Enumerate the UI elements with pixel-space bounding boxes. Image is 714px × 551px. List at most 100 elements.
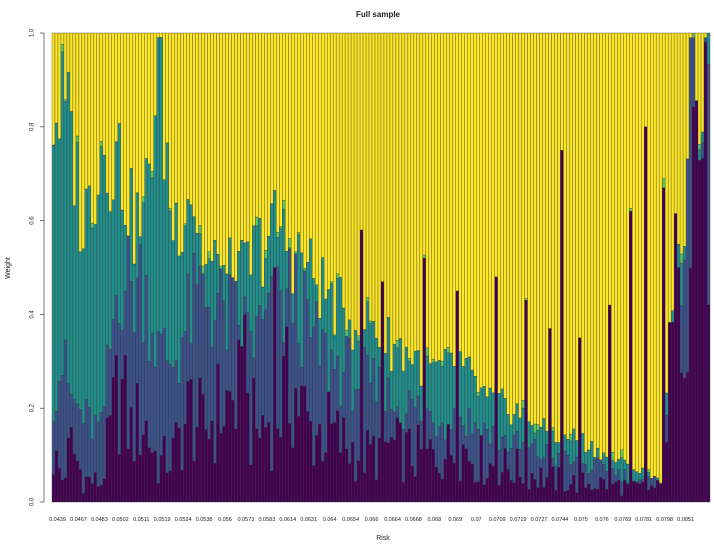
bar-stack [309, 33, 312, 502]
bar-segment-3 [534, 433, 537, 439]
bar-segment-3 [575, 440, 578, 456]
bar-segment-3 [647, 472, 650, 477]
bar-segment-1 [507, 469, 510, 502]
bar-segment-4 [441, 361, 444, 366]
bar-segment-4 [396, 340, 399, 348]
bar-segment-2 [653, 476, 656, 487]
bar-segment-3 [64, 102, 67, 340]
bar-segment-5 [184, 33, 187, 224]
bar-stack [507, 33, 510, 502]
bar-segment-2 [516, 431, 519, 449]
bar-segment-5 [578, 33, 581, 338]
bar-segment-5 [560, 33, 563, 150]
bar-segment-3 [563, 435, 566, 451]
bar-stack [202, 33, 205, 502]
bar-segment-1 [587, 484, 590, 502]
bar-segment-2 [279, 291, 282, 438]
bar-segment-5 [234, 33, 237, 281]
bar-segment-1 [426, 449, 429, 502]
bar-segment-3 [88, 186, 91, 407]
bar-segment-1 [264, 427, 267, 502]
bar-segment-2 [689, 38, 692, 268]
bar-segment-3 [240, 240, 243, 346]
bar-segment-5 [647, 33, 650, 470]
bar-segment-1 [680, 373, 683, 502]
bar-segment-5 [133, 33, 136, 264]
bar-stack [214, 33, 217, 502]
bar-stack [537, 33, 540, 502]
bar-segment-5 [644, 33, 647, 127]
bar-segment-5 [82, 33, 85, 249]
bar-segment-5 [557, 33, 560, 442]
bar-stack [381, 33, 384, 502]
bar-segment-3 [315, 285, 318, 302]
bar-segment-5 [378, 33, 381, 347]
bar-segment-1 [554, 490, 557, 502]
bar-segment-1 [465, 449, 468, 502]
bar-segment-1 [540, 468, 543, 502]
bar-stack [234, 33, 237, 502]
bar-segment-1 [602, 479, 605, 502]
bar-segment-2 [324, 333, 327, 452]
bar-segment-3 [399, 338, 402, 422]
bar-segment-1 [243, 314, 246, 502]
bar-segment-1 [240, 346, 243, 502]
bar-segment-3 [414, 351, 417, 408]
bar-segment-5 [270, 33, 273, 204]
bar-segment-2 [686, 159, 689, 373]
bar-segment-3 [617, 459, 620, 469]
bar-stack [264, 33, 267, 502]
bar-segment-5 [668, 33, 671, 322]
x-tick-label: 0.0781 [635, 517, 652, 523]
bar-segment-1 [318, 424, 321, 502]
bar-stack [701, 33, 704, 502]
bar-stack [474, 33, 477, 502]
bar-stack [543, 33, 546, 502]
bar-segment-2 [339, 406, 342, 452]
bar-segment-1 [528, 489, 531, 502]
x-tick-label: 0.0851 [677, 517, 694, 523]
bar-segment-1 [668, 322, 671, 502]
bar-segment-1 [237, 340, 240, 502]
bar-segment-3 [52, 145, 55, 421]
bar-segment-5 [390, 33, 393, 371]
bar-segment-3 [211, 261, 214, 347]
bar-stack [267, 33, 270, 502]
bar-stack [548, 33, 551, 502]
bar-segment-3 [222, 265, 225, 301]
bar-segment-5 [620, 33, 623, 450]
bar-segment-5 [351, 33, 354, 350]
bar-segment-1 [315, 435, 318, 502]
bar-stack [187, 33, 190, 502]
bar-segment-3 [507, 414, 510, 452]
bar-segment-1 [593, 488, 596, 502]
bar-segment-3 [270, 204, 273, 277]
bar-stack [124, 33, 127, 502]
bar-stack [551, 33, 554, 502]
bar-segment-5 [387, 33, 390, 317]
bar-segment-3 [516, 404, 519, 432]
bar-segment-5 [408, 33, 411, 358]
bar-segment-4 [61, 44, 64, 52]
bar-segment-1 [327, 392, 330, 502]
bar-segment-5 [584, 33, 587, 452]
bar-segment-5 [435, 33, 438, 362]
bar-segment-3 [363, 329, 366, 347]
bar-stack [399, 33, 402, 502]
bar-stack [417, 33, 420, 502]
bar-segment-1 [267, 422, 270, 502]
bar-segment-5 [366, 33, 369, 298]
bar-segment-2 [704, 38, 707, 43]
bar-segment-2 [387, 378, 390, 443]
bar-segment-5 [300, 33, 303, 253]
bar-segment-3 [402, 371, 405, 429]
bar-segment-3 [169, 211, 172, 365]
bar-segment-5 [596, 33, 599, 448]
bar-segment-2 [513, 435, 516, 483]
bar-segment-5 [495, 33, 498, 277]
bar-stack [498, 33, 501, 502]
bar-segment-2 [127, 236, 130, 449]
x-tick-label: 0.0668 [405, 517, 422, 523]
bar-segment-1 [468, 461, 471, 502]
bar-stack [252, 33, 255, 502]
